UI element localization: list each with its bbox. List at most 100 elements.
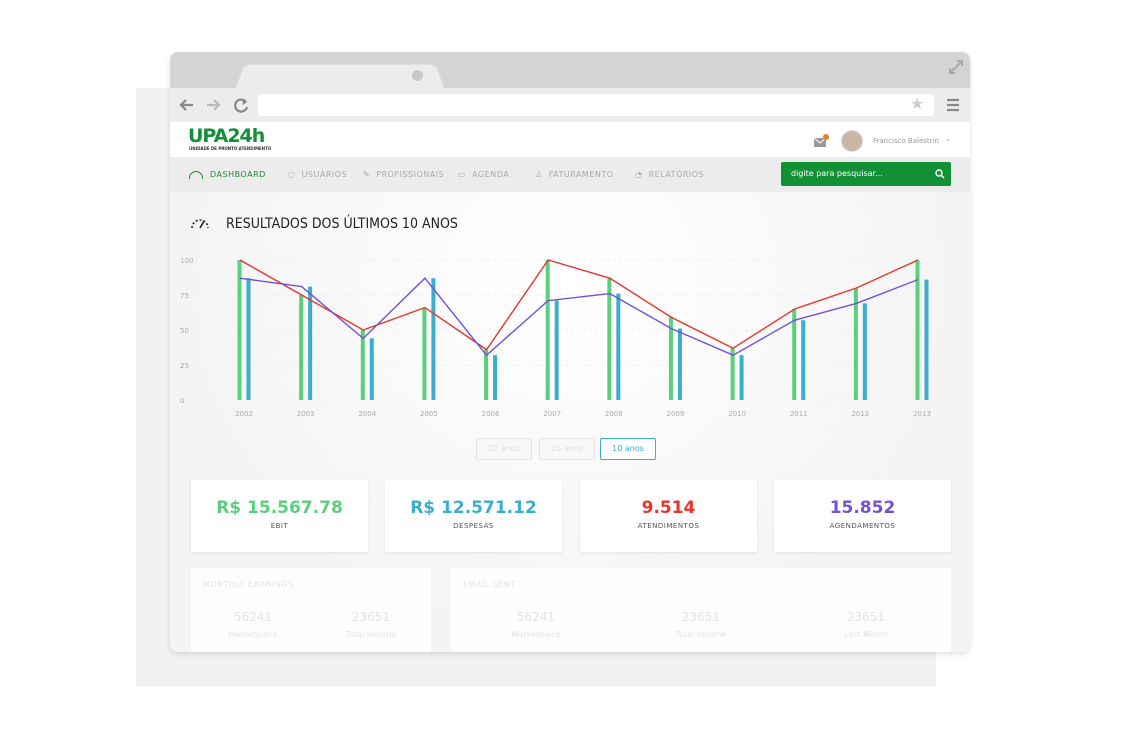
stat-label: AGENDAMENTOS — [829, 522, 896, 530]
nav-label: AGENDA — [472, 170, 510, 179]
panel-label: Marketplace — [511, 630, 561, 639]
stat-card: R$ 12.571.12 DESPESAS — [385, 480, 562, 552]
panel-item: 23651 Total Income — [651, 610, 751, 639]
content: RESULTADOS DOS ÚLTIMOS 10 ANOS 0 25 50 75 10… — [170, 192, 970, 652]
y-tick-label: 50 — [180, 327, 189, 335]
browser-window: ★ UPA24h UNIDADE DE PRONTO ATENDIMENTO F… — [170, 52, 970, 652]
x-tick-label: 2009 — [667, 410, 685, 418]
panel-title: MONTHLY EARNINGS — [203, 580, 294, 589]
bar — [853, 288, 858, 400]
line — [239, 277, 919, 357]
bar — [554, 300, 559, 400]
panel-item: 56241 Marketplace — [203, 610, 303, 639]
user-name[interactable]: Francisco Balestrin — [873, 137, 939, 145]
bar — [369, 338, 374, 400]
panel-label: Last Month — [843, 630, 889, 639]
bar — [915, 260, 920, 400]
bar — [237, 260, 242, 400]
user-caret[interactable]: ⌄ — [945, 135, 951, 143]
bar — [792, 309, 797, 400]
mail-icon[interactable] — [813, 134, 829, 148]
panel-value: 23651 — [846, 610, 886, 624]
nav-item[interactable]: ♙ FATURAMENTO — [535, 170, 614, 179]
panel-item: 56241 Marketplace — [486, 610, 586, 639]
url-field[interactable] — [258, 94, 934, 116]
panel-label: Total Income — [345, 630, 397, 639]
logo-subtitle: UNIDADE DE PRONTO ATENDIMENTO — [189, 146, 272, 151]
fullscreen-icon[interactable] — [948, 59, 964, 75]
menu-icon[interactable] — [946, 98, 960, 112]
x-tick-label: 2013 — [913, 410, 931, 418]
range-button[interactable]: 05 anos — [539, 438, 595, 460]
bar — [422, 307, 427, 400]
panel: EMAIL SENT 56241 Marketplace 23651 Total I… — [451, 568, 951, 652]
x-tick-label: 2012 — [851, 410, 869, 418]
avatar[interactable] — [841, 130, 863, 152]
panel-label: Marketplace — [228, 630, 278, 639]
panel-value: 56241 — [233, 610, 273, 624]
nav-label: RELATÓRIOS — [648, 170, 705, 179]
bar — [360, 330, 365, 400]
panel-value: 56241 — [516, 610, 556, 624]
x-tick-label: 2008 — [605, 410, 623, 418]
bar — [924, 279, 929, 400]
bar — [862, 303, 867, 400]
nav-item[interactable]: ▭ AGENDA — [458, 170, 510, 179]
x-tick-label: 2004 — [358, 410, 376, 418]
chart: 0 25 50 75 100 2002 2003 2004 2005 2006 2007 2008 20… — [180, 257, 931, 418]
tab-bar — [170, 52, 970, 91]
chart-title: RESULTADOS DOS ÚLTIMOS 10 ANOS — [226, 216, 458, 232]
app-header: UPA24h UNIDADE DE PRONTO ATENDIMENTO Fra… — [170, 122, 970, 157]
nav-item[interactable]: ○ USUÁRIOS — [288, 170, 348, 179]
nav-label: PROFISSIONAIS — [376, 170, 445, 179]
x-tick-label: 2003 — [297, 410, 315, 418]
stat-card: 9.514 ATENDIMENTOS — [580, 480, 757, 552]
bar — [299, 295, 304, 400]
x-tick-label: 2006 — [482, 410, 500, 418]
stat-label: DESPESAS — [453, 522, 494, 530]
nav-item[interactable]: ◔ RELATÓRIOS — [635, 170, 705, 179]
search-placeholder: digite para pesquisar... — [791, 169, 883, 178]
y-tick-label: 25 — [180, 362, 189, 370]
bar — [668, 317, 673, 400]
stat-value: R$ 15.567.78 — [216, 498, 343, 518]
x-tick-label: 2010 — [728, 410, 746, 418]
stat-value: 9.514 — [641, 498, 696, 518]
bar — [431, 278, 436, 400]
stat-label: EBIT — [270, 522, 289, 530]
bar — [308, 286, 313, 400]
bar — [493, 355, 498, 400]
search-box[interactable]: digite para pesquisar... — [781, 162, 951, 186]
panel-label: Total Income — [675, 630, 727, 639]
bar — [616, 293, 621, 400]
nav-label: FATURAMENTO — [548, 170, 614, 179]
bar — [607, 278, 612, 400]
nav-item[interactable]: DASHBOARD — [189, 157, 266, 192]
bar — [801, 320, 806, 400]
nav-item[interactable]: ✎ PROFISSIONAIS — [363, 170, 445, 179]
bar — [739, 355, 744, 400]
panel-item: 23651 Last Month — [816, 610, 916, 639]
nav-buttons[interactable] — [178, 96, 254, 114]
bar — [677, 328, 682, 400]
x-tick-label: 2011 — [790, 410, 808, 418]
nav-label: USUÁRIOS — [301, 170, 348, 179]
logo[interactable]: UPA24h — [188, 125, 265, 147]
stat-card: R$ 15.567.78 EBIT — [191, 480, 368, 552]
address-bar: ★ — [170, 88, 970, 122]
panel-value: 23651 — [681, 610, 721, 624]
nav-bar: DASHBOARD ○ USUÁRIOS ✎ PROFISSIONAIS ▭ A… — [170, 157, 970, 192]
line — [239, 259, 919, 351]
y-tick-label: 0 — [180, 397, 184, 405]
gauge-icon — [191, 219, 209, 229]
search-icon[interactable] — [935, 169, 945, 179]
star-icon[interactable]: ★ — [910, 94, 925, 113]
range-button[interactable]: 10 anos — [600, 438, 656, 460]
range-button[interactable]: 02 anos — [476, 438, 532, 460]
stat-label: ATENDIMENTOS — [637, 522, 700, 530]
bar — [484, 349, 489, 400]
nav-label: DASHBOARD — [210, 170, 266, 179]
panel-value: 23651 — [351, 610, 391, 624]
x-tick-label: 2005 — [420, 410, 438, 418]
